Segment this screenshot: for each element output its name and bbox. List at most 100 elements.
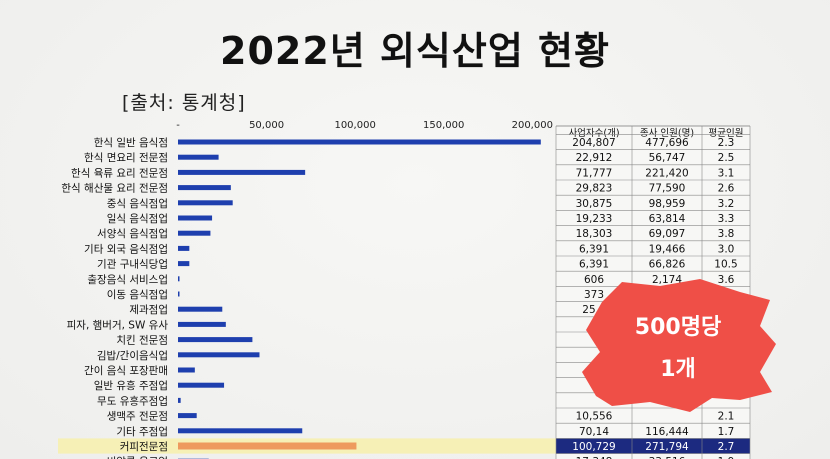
x-tick-label: - [176,120,180,131]
bar [178,230,211,236]
callout-badge: 500명당 1개 [582,279,776,412]
badge-line-2: 1개 [660,357,696,382]
bar [178,169,306,175]
bar [178,413,197,419]
category-label: 일반 유흥 주점업 [94,379,168,392]
bar [178,139,541,145]
table-cell: 70,14 [579,426,609,438]
category-label: 간이 음식 포장판매 [84,365,168,377]
table-cell: 2.1 [718,411,735,423]
category-label: 한식 일반 음식점 [94,136,168,149]
category-label: 출장음식 서비스업 [87,273,168,286]
table-cell: 2.3 [718,137,735,149]
table-cell: 2,174 [652,274,682,286]
bar [178,306,223,312]
table-cell: 66,826 [649,259,686,271]
table-cell: 3.2 [718,198,735,210]
table-cell: 1.7 [718,426,735,438]
category-label: 한식 해산물 요리 전문점 [61,182,168,195]
category-label: 김밥/간이음식업 [97,349,168,362]
table-cell: 19,233 [576,213,613,225]
table-cell: 71,777 [576,167,613,179]
category-label: 일식 음식점업 [107,212,168,225]
category-label: 치킨 전문점 [116,335,168,347]
bars [178,139,541,459]
table-cell: 29,823 [576,183,613,195]
x-tick-label: 150,000 [423,120,464,131]
bar [178,154,219,160]
bar [178,200,233,206]
table-cell: 3.8 [718,228,735,240]
category-label: 커피전문점 [120,441,168,453]
table-cell: 69,097 [649,228,686,240]
category-label: 무도 유흥주점업 [97,394,168,407]
category-label: 생맥주 전문점 [107,411,168,423]
table-cell: 606 [584,274,604,286]
source-label: [출처: 통계청] [122,92,246,114]
table-cell: 56,747 [649,152,686,164]
table-cell: 2.6 [718,183,735,195]
table-cell: 18,303 [576,228,613,240]
bar [178,397,181,403]
category-label: 비알콜 음료업 [107,455,168,459]
category-label: 기관 구내식당업 [97,258,168,271]
table-cell: 3.6 [718,274,735,286]
table-header: 평균인원 [709,128,744,139]
category-label: 한식 면요리 전문점 [84,152,168,164]
bar [178,428,303,434]
bar [178,276,180,282]
table-cell: 271,794 [645,441,689,453]
table-cell: 63,814 [649,213,686,225]
bar [178,215,213,221]
table-cell: 116,444 [645,426,689,438]
table-highlight-row [556,438,750,454]
table-cell: 204,807 [572,137,615,149]
table-cell: 30,875 [576,198,613,210]
table-cell: 373 [584,289,604,301]
table-cell: 477,696 [645,137,689,149]
x-tick-label: 200,000 [512,120,553,131]
category-label: 제과점업 [129,303,168,316]
x-axis-ticks: - 50,000 100,000 150,000 200,000 [176,120,553,131]
category-label: 피자, 햄버거, SW 유사 [67,319,169,331]
table-cell: 3.0 [718,243,735,255]
bar [178,321,226,327]
bar [178,382,225,388]
bar [178,352,260,358]
table-cell: 98,959 [649,198,686,210]
x-tick-label: 50,000 [249,120,284,131]
badge-line-1: 500명당 [635,315,721,340]
table-cell: 100,729 [572,441,615,453]
bar [178,442,357,450]
table-cell: 10,556 [576,411,613,423]
table-cell: 3.1 [718,167,735,179]
table-cell: 6,391 [579,243,609,255]
bar [178,291,180,297]
table-cell: 2.5 [718,152,735,164]
x-tick-label: 100,000 [334,120,375,131]
category-label: 중식 음식점업 [107,197,168,210]
table-cell: 6,391 [579,259,609,271]
category-label: 기타 외국 음식점업 [84,242,168,255]
badge-shape [582,279,776,412]
bar [178,261,190,267]
table-cell: 17,348 [576,456,613,459]
bar [178,337,253,343]
category-label: 한식 육류 요리 전문점 [71,167,168,179]
table-cell: 19,466 [649,243,686,255]
category-label: 기타 주점업 [116,425,168,438]
page-title: 2022년 외식산업 현황 [220,29,610,73]
table-cell: 10.5 [714,259,737,271]
category-label: 서양식 음식점업 [97,227,168,240]
table-cell: 22,912 [576,152,613,164]
table-cell: 77,590 [649,183,686,195]
table-cell: 1.9 [718,456,735,459]
table-cell: 2.7 [718,441,735,453]
category-label: 이동 음식점업 [107,288,168,301]
table-header: 사업자수(개) [568,127,619,139]
bar [178,245,190,251]
table-cell: 33,516 [649,456,686,459]
table-header: 종사 인원(명) [640,128,694,139]
